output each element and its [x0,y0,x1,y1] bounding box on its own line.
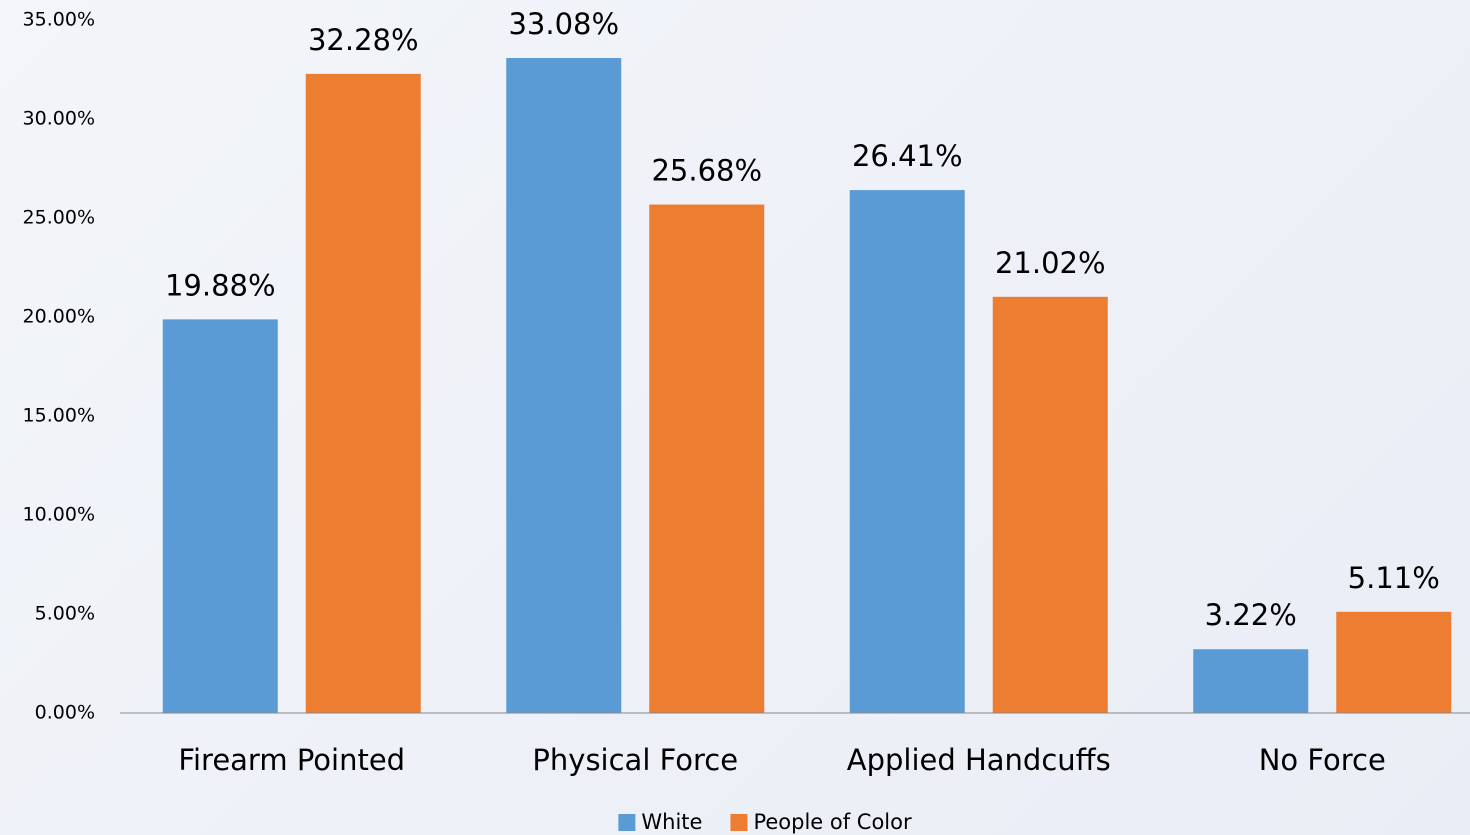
y-tick-label: 0.00% [35,702,95,724]
y-tick-label: 10.00% [23,504,95,526]
bar [305,73,421,713]
legend-label: People of Color [753,810,912,834]
data-label: 32.28% [308,23,419,57]
data-label: 25.68% [651,154,762,188]
x-tick-label: No Force [1259,743,1386,777]
data-label: 3.22% [1205,598,1297,632]
bar [992,296,1108,713]
data-label: 5.11% [1348,561,1440,595]
y-tick-label: 15.00% [23,405,95,427]
x-tick-label: Physical Force [532,743,738,777]
y-tick-label: 35.00% [23,9,95,31]
data-label: 26.41% [852,139,963,173]
data-label: 33.08% [508,7,619,41]
legend-swatch [730,814,748,831]
y-tick-label: 25.00% [23,207,95,229]
legend-label: White [641,810,702,834]
bar [162,319,278,713]
data-label: 19.88% [165,268,276,302]
y-tick-label: 5.00% [35,603,95,625]
y-tick-label: 30.00% [23,108,95,130]
bar [1336,611,1452,713]
bar [506,58,622,714]
y-tick-label: 20.00% [23,306,95,328]
bar [649,204,765,713]
legend-swatch [618,814,636,831]
x-tick-label: Applied Handcuffs [847,743,1111,777]
data-label: 21.02% [995,246,1106,280]
x-tick-label: Firearm Pointed [178,743,405,777]
bar [849,190,965,713]
bar [1193,649,1309,713]
